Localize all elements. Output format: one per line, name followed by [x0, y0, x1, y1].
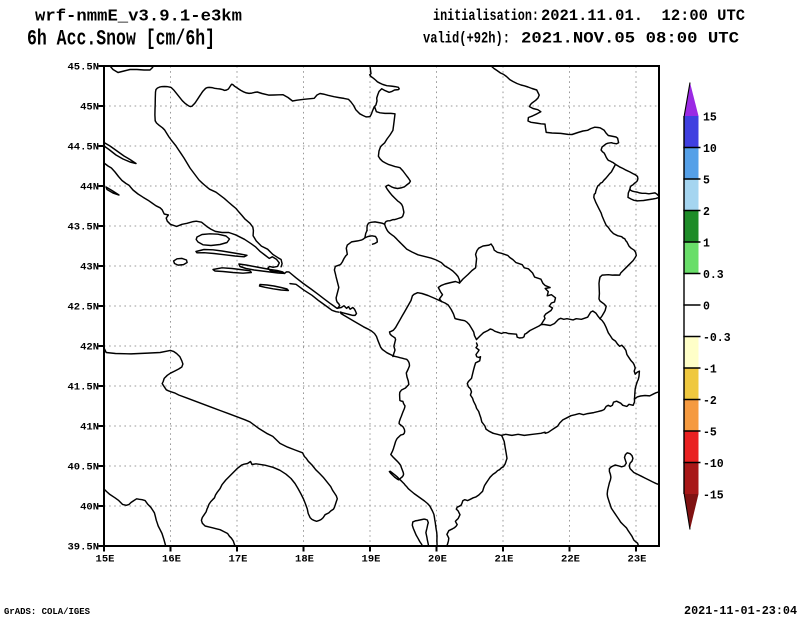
- svg-text:5: 5: [703, 175, 710, 188]
- svg-text:initialisation:: initialisation:: [433, 7, 539, 25]
- svg-text:1: 1: [703, 238, 710, 251]
- svg-text:10: 10: [703, 143, 717, 156]
- svg-text:15E: 15E: [96, 554, 115, 566]
- svg-text:0.3: 0.3: [703, 269, 724, 282]
- svg-text:GrADS: COLA/IGES: GrADS: COLA/IGES: [4, 606, 90, 617]
- svg-text:-15: -15: [703, 490, 724, 503]
- svg-text:40.5N: 40.5N: [67, 462, 99, 474]
- svg-text:6h Acc.Snow [cm/6h]: 6h Acc.Snow [cm/6h]: [27, 27, 215, 52]
- svg-text:2021.11.01. 12:00 UTC: 2021.11.01. 12:00 UTC: [541, 7, 745, 25]
- svg-text:wrf-nmmE_v3.9.1-e3km: wrf-nmmE_v3.9.1-e3km: [35, 8, 242, 27]
- svg-text:44.5N: 44.5N: [67, 142, 99, 154]
- svg-text:23E: 23E: [628, 554, 647, 566]
- svg-text:2021-11-01-23:04: 2021-11-01-23:04: [684, 604, 797, 618]
- svg-text:19E: 19E: [362, 554, 381, 566]
- svg-text:41.5N: 41.5N: [67, 382, 99, 394]
- svg-text:43N: 43N: [80, 262, 99, 274]
- svg-text:-2: -2: [703, 395, 717, 408]
- svg-text:15: 15: [703, 112, 717, 125]
- svg-text:-5: -5: [703, 427, 717, 440]
- svg-text:22E: 22E: [561, 554, 580, 566]
- svg-text:-1: -1: [703, 364, 717, 377]
- svg-text:16E: 16E: [162, 554, 181, 566]
- svg-text:18E: 18E: [295, 554, 314, 566]
- svg-text:40N: 40N: [80, 502, 99, 514]
- svg-text:44N: 44N: [80, 182, 99, 194]
- svg-text:20E: 20E: [428, 554, 447, 566]
- svg-text:45.5N: 45.5N: [67, 62, 99, 74]
- svg-text:17E: 17E: [229, 554, 248, 566]
- svg-text:42N: 42N: [80, 342, 99, 354]
- svg-text:-0.3: -0.3: [703, 332, 731, 345]
- svg-text:valid(+92h):: valid(+92h):: [423, 30, 510, 48]
- svg-text:21E: 21E: [495, 554, 514, 566]
- svg-text:39.5N: 39.5N: [67, 542, 99, 554]
- svg-text:2: 2: [703, 206, 710, 219]
- svg-text:-10: -10: [703, 458, 724, 471]
- svg-text:43.5N: 43.5N: [67, 222, 99, 234]
- svg-text:0: 0: [703, 301, 710, 314]
- svg-text:42.5N: 42.5N: [67, 302, 99, 314]
- svg-text:45N: 45N: [80, 102, 99, 114]
- svg-text:2021.NOV.05 08:00 UTC: 2021.NOV.05 08:00 UTC: [521, 30, 739, 48]
- svg-text:41N: 41N: [80, 422, 99, 434]
